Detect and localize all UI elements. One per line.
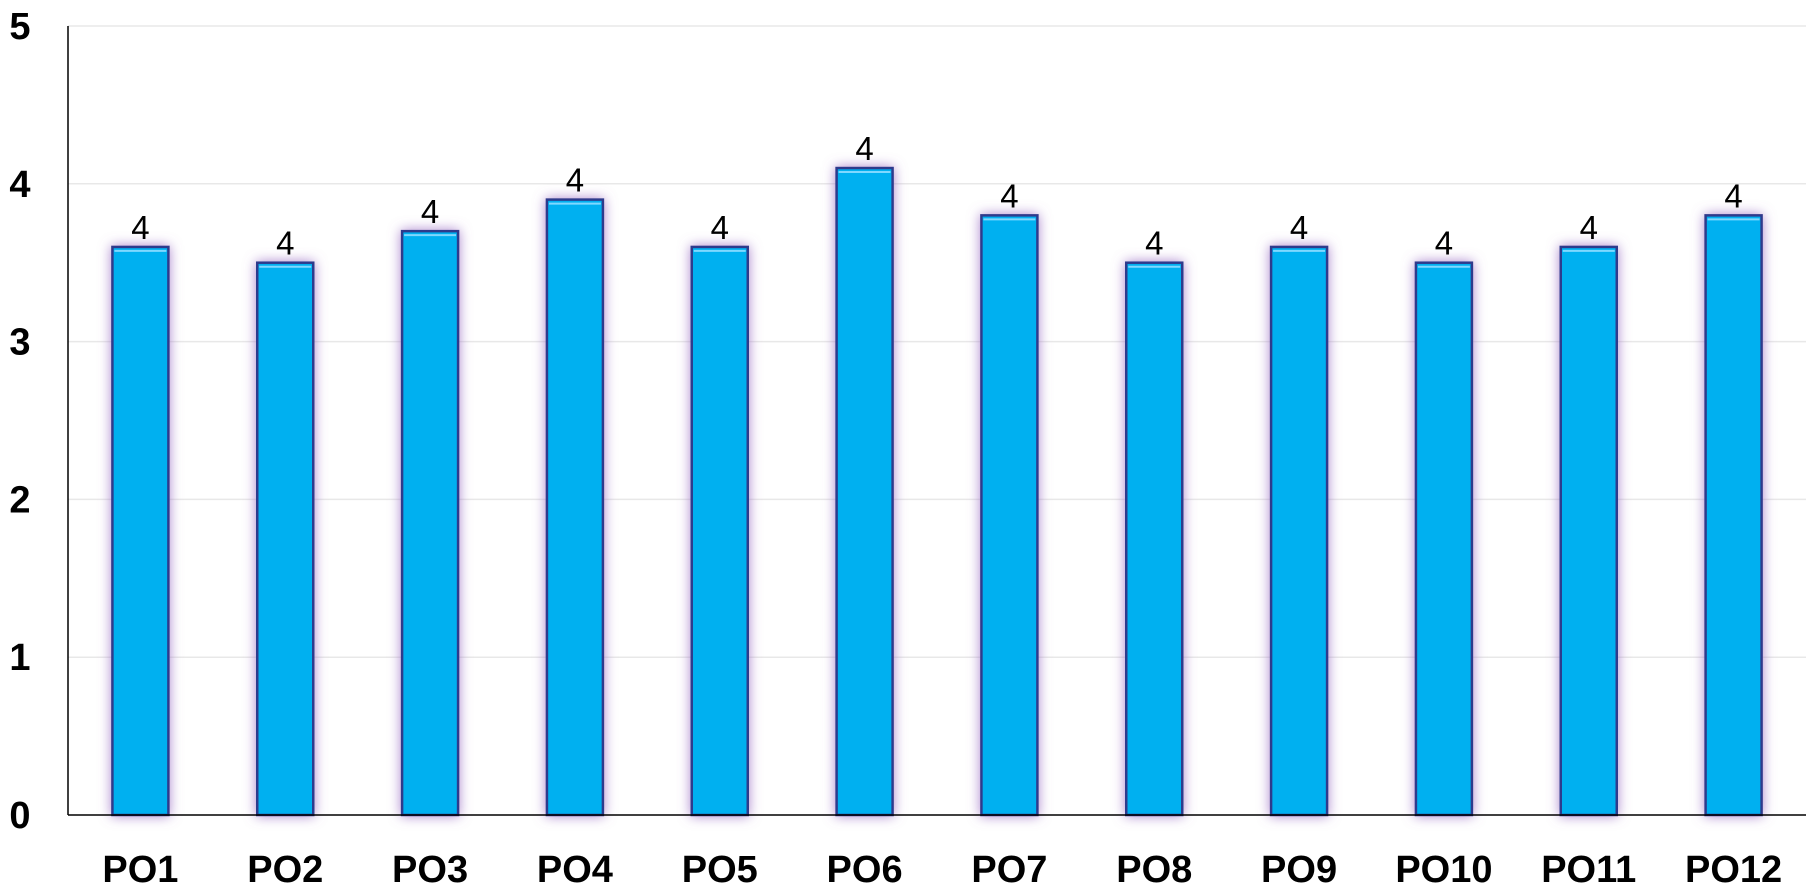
bar-po2 [256,261,315,817]
x-tick-label-po7: PO7 [971,849,1047,891]
y-tick-label: 0 [9,795,30,837]
data-label-po5: 4 [711,209,729,246]
labels: 0 1 2 3 4 5 4 PO1 4 PO2 4 PO3 4 PO4 4 PO5 4 PO6 4 PO7 4 PO8 4 P… [9,6,1782,891]
data-label-po2: 4 [276,225,294,262]
data-label-po12: 4 [1724,177,1742,214]
bar-po7 [980,214,1039,817]
bars [111,166,1763,817]
bar-po9 [1269,245,1329,817]
x-tick-label-po1: PO1 [102,849,178,891]
bar-po3 [400,229,460,817]
bar-po6 [835,166,894,817]
x-tick-label-po12: PO12 [1685,849,1782,891]
axes [67,26,1806,816]
x-tick-label-po5: PO5 [682,849,758,891]
y-tick-label: 2 [9,479,30,521]
y-tick-label: 5 [9,6,30,48]
x-tick-label-po4: PO4 [537,849,613,891]
data-label-po7: 4 [1000,177,1018,214]
x-tick-label-po10: PO10 [1395,849,1492,891]
data-label-po4: 4 [566,162,584,199]
bar-po5 [690,245,749,817]
bar-po12 [1704,214,1763,817]
x-tick-label-po3: PO3 [392,849,468,891]
x-tick-label-po2: PO2 [247,849,323,891]
y-tick-label: 3 [9,322,30,364]
bar-po10 [1414,261,1474,817]
data-label-po11: 4 [1580,209,1598,246]
bar-po4 [545,198,605,817]
y-tick-label: 4 [9,164,30,206]
x-tick-label-po11: PO11 [1541,849,1636,891]
gridlines [68,25,1806,658]
x-tick-label-po8: PO8 [1116,849,1192,891]
data-label-po3: 4 [421,193,439,230]
x-tick-label-po6: PO6 [827,849,903,891]
data-label-po10: 4 [1435,225,1453,262]
y-tick-label: 1 [9,637,30,679]
data-label-po6: 4 [855,130,873,167]
data-label-po8: 4 [1145,225,1163,262]
data-label-po9: 4 [1290,209,1308,246]
data-label-po1: 4 [131,209,149,246]
x-tick-label-po9: PO9 [1261,849,1337,891]
bar-po8 [1125,261,1184,817]
bar-po11 [1559,245,1618,817]
bar-po1 [111,245,170,817]
